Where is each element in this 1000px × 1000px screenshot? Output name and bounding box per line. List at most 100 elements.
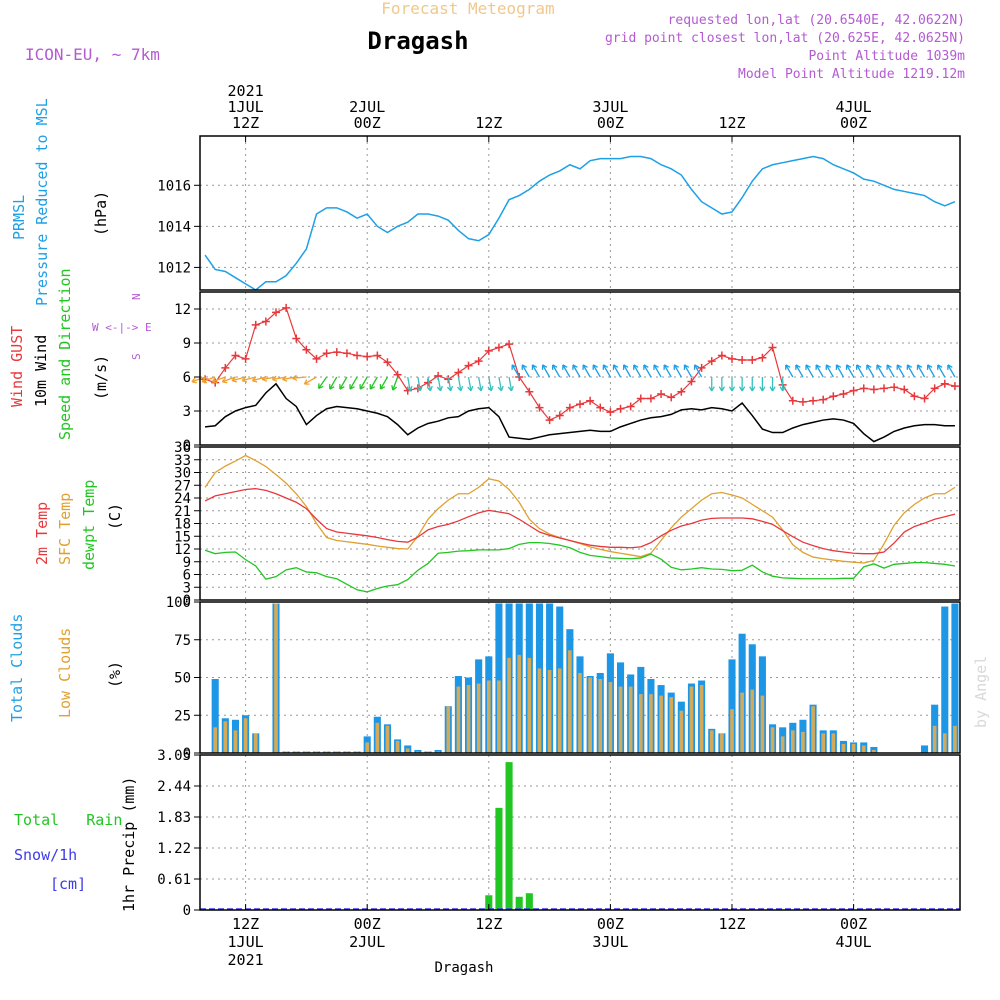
wind-direction-arrow [866, 364, 875, 378]
wind-arrow-head [271, 375, 278, 382]
precip-ytick-label: 0 [183, 903, 191, 919]
wind-gust-point [474, 357, 483, 366]
total-cloud-bar [211, 679, 219, 753]
wind-direction-arrow [643, 364, 652, 378]
wind-arrow-head [759, 386, 766, 392]
wind-arrow-head [487, 385, 494, 392]
wind-arrow-shaft [222, 376, 236, 383]
low-cloud-bar [780, 736, 785, 753]
snow-label: Snow/1h [14, 846, 77, 864]
wind-arrow-shaft [886, 364, 895, 378]
wind-gust-point [758, 353, 767, 362]
total-cloud-bar [920, 745, 929, 753]
point-altitude: Point Altitude 1039m [808, 49, 965, 64]
low-cloud-bar [345, 751, 349, 753]
wind-gust-point [849, 386, 858, 395]
clouds-ytick-label: 75 [174, 633, 191, 649]
wind-direction-arrow [487, 376, 494, 392]
wind-arrow-head [329, 384, 335, 390]
wind-unit: (m/s) [92, 355, 110, 400]
wind-gust-point [312, 354, 321, 363]
low-cloud-bar [679, 710, 684, 753]
low-cloud-bar [659, 695, 663, 753]
wind-gust-point [748, 356, 757, 364]
wind-arrow-shaft [795, 364, 804, 378]
wind-direction-arrow [622, 364, 632, 378]
wind-gust-point [494, 343, 503, 352]
temp-ytick-label: 15 [174, 529, 191, 545]
plot-layer: 1012101410160369120369121518212427303336… [157, 82, 961, 969]
wind-direction-arrow [303, 376, 317, 385]
wind-labels: Wind GUST 10m Wind Speed and Direction (… [8, 268, 152, 440]
wind-gust-point [251, 320, 260, 329]
temp-labels: 2m Temp SFC Temp dewpt Temp (C) [33, 480, 124, 570]
wind-direction-arrow [467, 376, 474, 392]
wind-direction-arrow [886, 364, 895, 378]
wind-arrow-head [541, 364, 548, 370]
wind-arrow-head [251, 376, 258, 383]
wind-gust-point [241, 354, 250, 363]
wind-arrow-shaft [947, 364, 956, 378]
wind-arrow-head [805, 364, 811, 370]
time-label-top: 4JUL [836, 98, 872, 116]
time-label-top: 00Z [840, 114, 867, 132]
wind-arrow-shaft [876, 364, 885, 378]
total-clouds-label: Total Clouds [8, 614, 26, 722]
low-cloud-bar [426, 751, 430, 753]
wind-arrow-shaft [805, 364, 814, 378]
wind-direction-arrow [191, 376, 206, 384]
wind-gust-point [788, 396, 797, 405]
wind-direction-arrow [292, 374, 307, 381]
precip-ytick-label: 0.61 [157, 872, 191, 888]
wind-arrow-shaft [339, 376, 348, 390]
wind-gust-point [616, 404, 625, 413]
wind-gust-point [859, 384, 868, 393]
credit-watermark: by Angel [972, 656, 990, 728]
wind-direction-arrow [815, 364, 824, 378]
wind-direction-arrow [926, 364, 936, 378]
low-cloud-bar [578, 672, 582, 753]
low-cloud-bar [517, 654, 522, 753]
wind-direction-arrow [805, 364, 814, 378]
model-altitude: Model Point Altitude 1219.12m [738, 67, 965, 82]
low-cloud-bar [821, 733, 826, 753]
dewpoint-line [204, 541, 956, 593]
wind-direction-arrow [221, 376, 236, 384]
wind-arrow-shaft [304, 376, 317, 385]
wind-arrow-head [446, 385, 454, 392]
wind-arrow-head [947, 364, 953, 370]
wind-arrow-head [663, 364, 669, 370]
low-cloud-bar [385, 725, 390, 753]
low-cloud-bar [507, 657, 511, 753]
clouds-ytick-label: 100 [166, 595, 191, 611]
temp-ytick-label: 6 [183, 568, 191, 584]
wind-arrow-head [317, 383, 324, 390]
wind-direction-arrow [572, 364, 581, 378]
precip-ytick-label: 2.44 [157, 779, 191, 795]
wind-ytick-label: 3 [183, 404, 191, 420]
low-cloud-bar [750, 689, 755, 753]
wind-gust-point [798, 397, 807, 406]
low-cloud-bar [416, 751, 420, 753]
low-cloud-bar [861, 745, 866, 753]
low-cloud-bar [932, 725, 937, 753]
wind-arrow-shaft [498, 376, 503, 391]
wind-arrow-shaft [511, 364, 520, 378]
wind-direction-arrow [728, 377, 736, 392]
wind-gust-point [555, 411, 564, 420]
pressure-label-2: Pressure Reduced to MSL [33, 98, 51, 306]
wind-arrow-head [653, 364, 659, 370]
wind-gust-point [464, 361, 473, 370]
wind-gust-point [869, 385, 878, 394]
wind-direction-arrow [426, 376, 433, 392]
wind-gust-point [738, 356, 747, 364]
wind-direction-arrow [825, 364, 834, 378]
wind-arrow-head [511, 364, 517, 370]
wind-arrow-head [531, 364, 538, 370]
low-cloud-bar [770, 727, 775, 753]
wind-arrow-head [708, 386, 715, 392]
low-cloud-bar [740, 692, 744, 753]
wind-arrow-head [359, 384, 365, 390]
wind-direction-arrow [633, 364, 642, 378]
wind-arrow-shaft [683, 364, 693, 378]
